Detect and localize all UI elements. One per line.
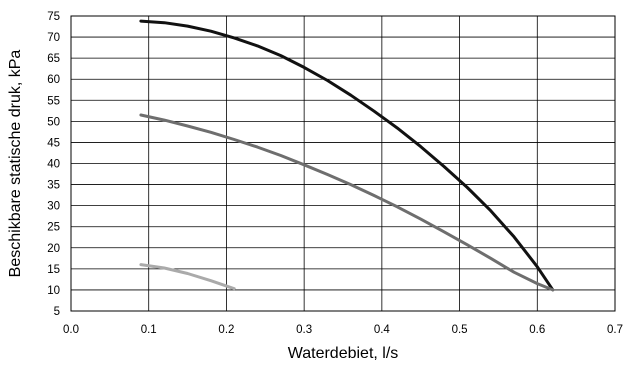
x-axis-title: Waterdebiet, l/s bbox=[288, 345, 399, 362]
series-lines bbox=[139, 19, 555, 292]
series-line-2 bbox=[139, 113, 555, 292]
y-axis-title: Beschikbare statische druk, kPa bbox=[7, 50, 24, 278]
series-line-3 bbox=[139, 263, 236, 291]
y-tick-label: 35 bbox=[47, 180, 60, 192]
x-tick-label: 0.3 bbox=[296, 324, 312, 336]
tick-labels: 5 10 15 20 25 30 35 40 45 50 55 60 65 70 75 0.0 0.1 0.2 0.… bbox=[47, 11, 623, 336]
x-tick-label: 0.5 bbox=[452, 324, 468, 336]
y-tick-label: 15 bbox=[47, 264, 60, 276]
y-tick-label: 30 bbox=[47, 201, 60, 213]
x-tick-label: 0.6 bbox=[529, 324, 545, 336]
plot-frame bbox=[70, 15, 616, 312]
y-tick-label: 5 bbox=[54, 306, 60, 318]
y-tick-label: 50 bbox=[47, 116, 60, 128]
x-tick-label: 0.2 bbox=[218, 324, 234, 336]
y-tick-label: 20 bbox=[47, 243, 60, 255]
y-tick-label: 65 bbox=[47, 53, 60, 65]
x-tick-label: 0.7 bbox=[607, 324, 623, 336]
series-line-1 bbox=[139, 19, 555, 292]
x-tick-label: 0.1 bbox=[141, 324, 157, 336]
y-tick-label: 55 bbox=[47, 95, 60, 107]
y-tick-label: 40 bbox=[47, 159, 60, 171]
x-tick-label: 0.4 bbox=[374, 324, 391, 336]
y-tick-label: 25 bbox=[47, 222, 60, 234]
x-tick-label: 0.0 bbox=[63, 324, 79, 336]
y-tick-label: 60 bbox=[47, 74, 60, 86]
y-tick-label: 70 bbox=[47, 32, 60, 44]
y-tick-label: 75 bbox=[47, 11, 60, 23]
y-tick-label: 45 bbox=[47, 137, 60, 149]
y-tick-label: 10 bbox=[47, 285, 60, 297]
